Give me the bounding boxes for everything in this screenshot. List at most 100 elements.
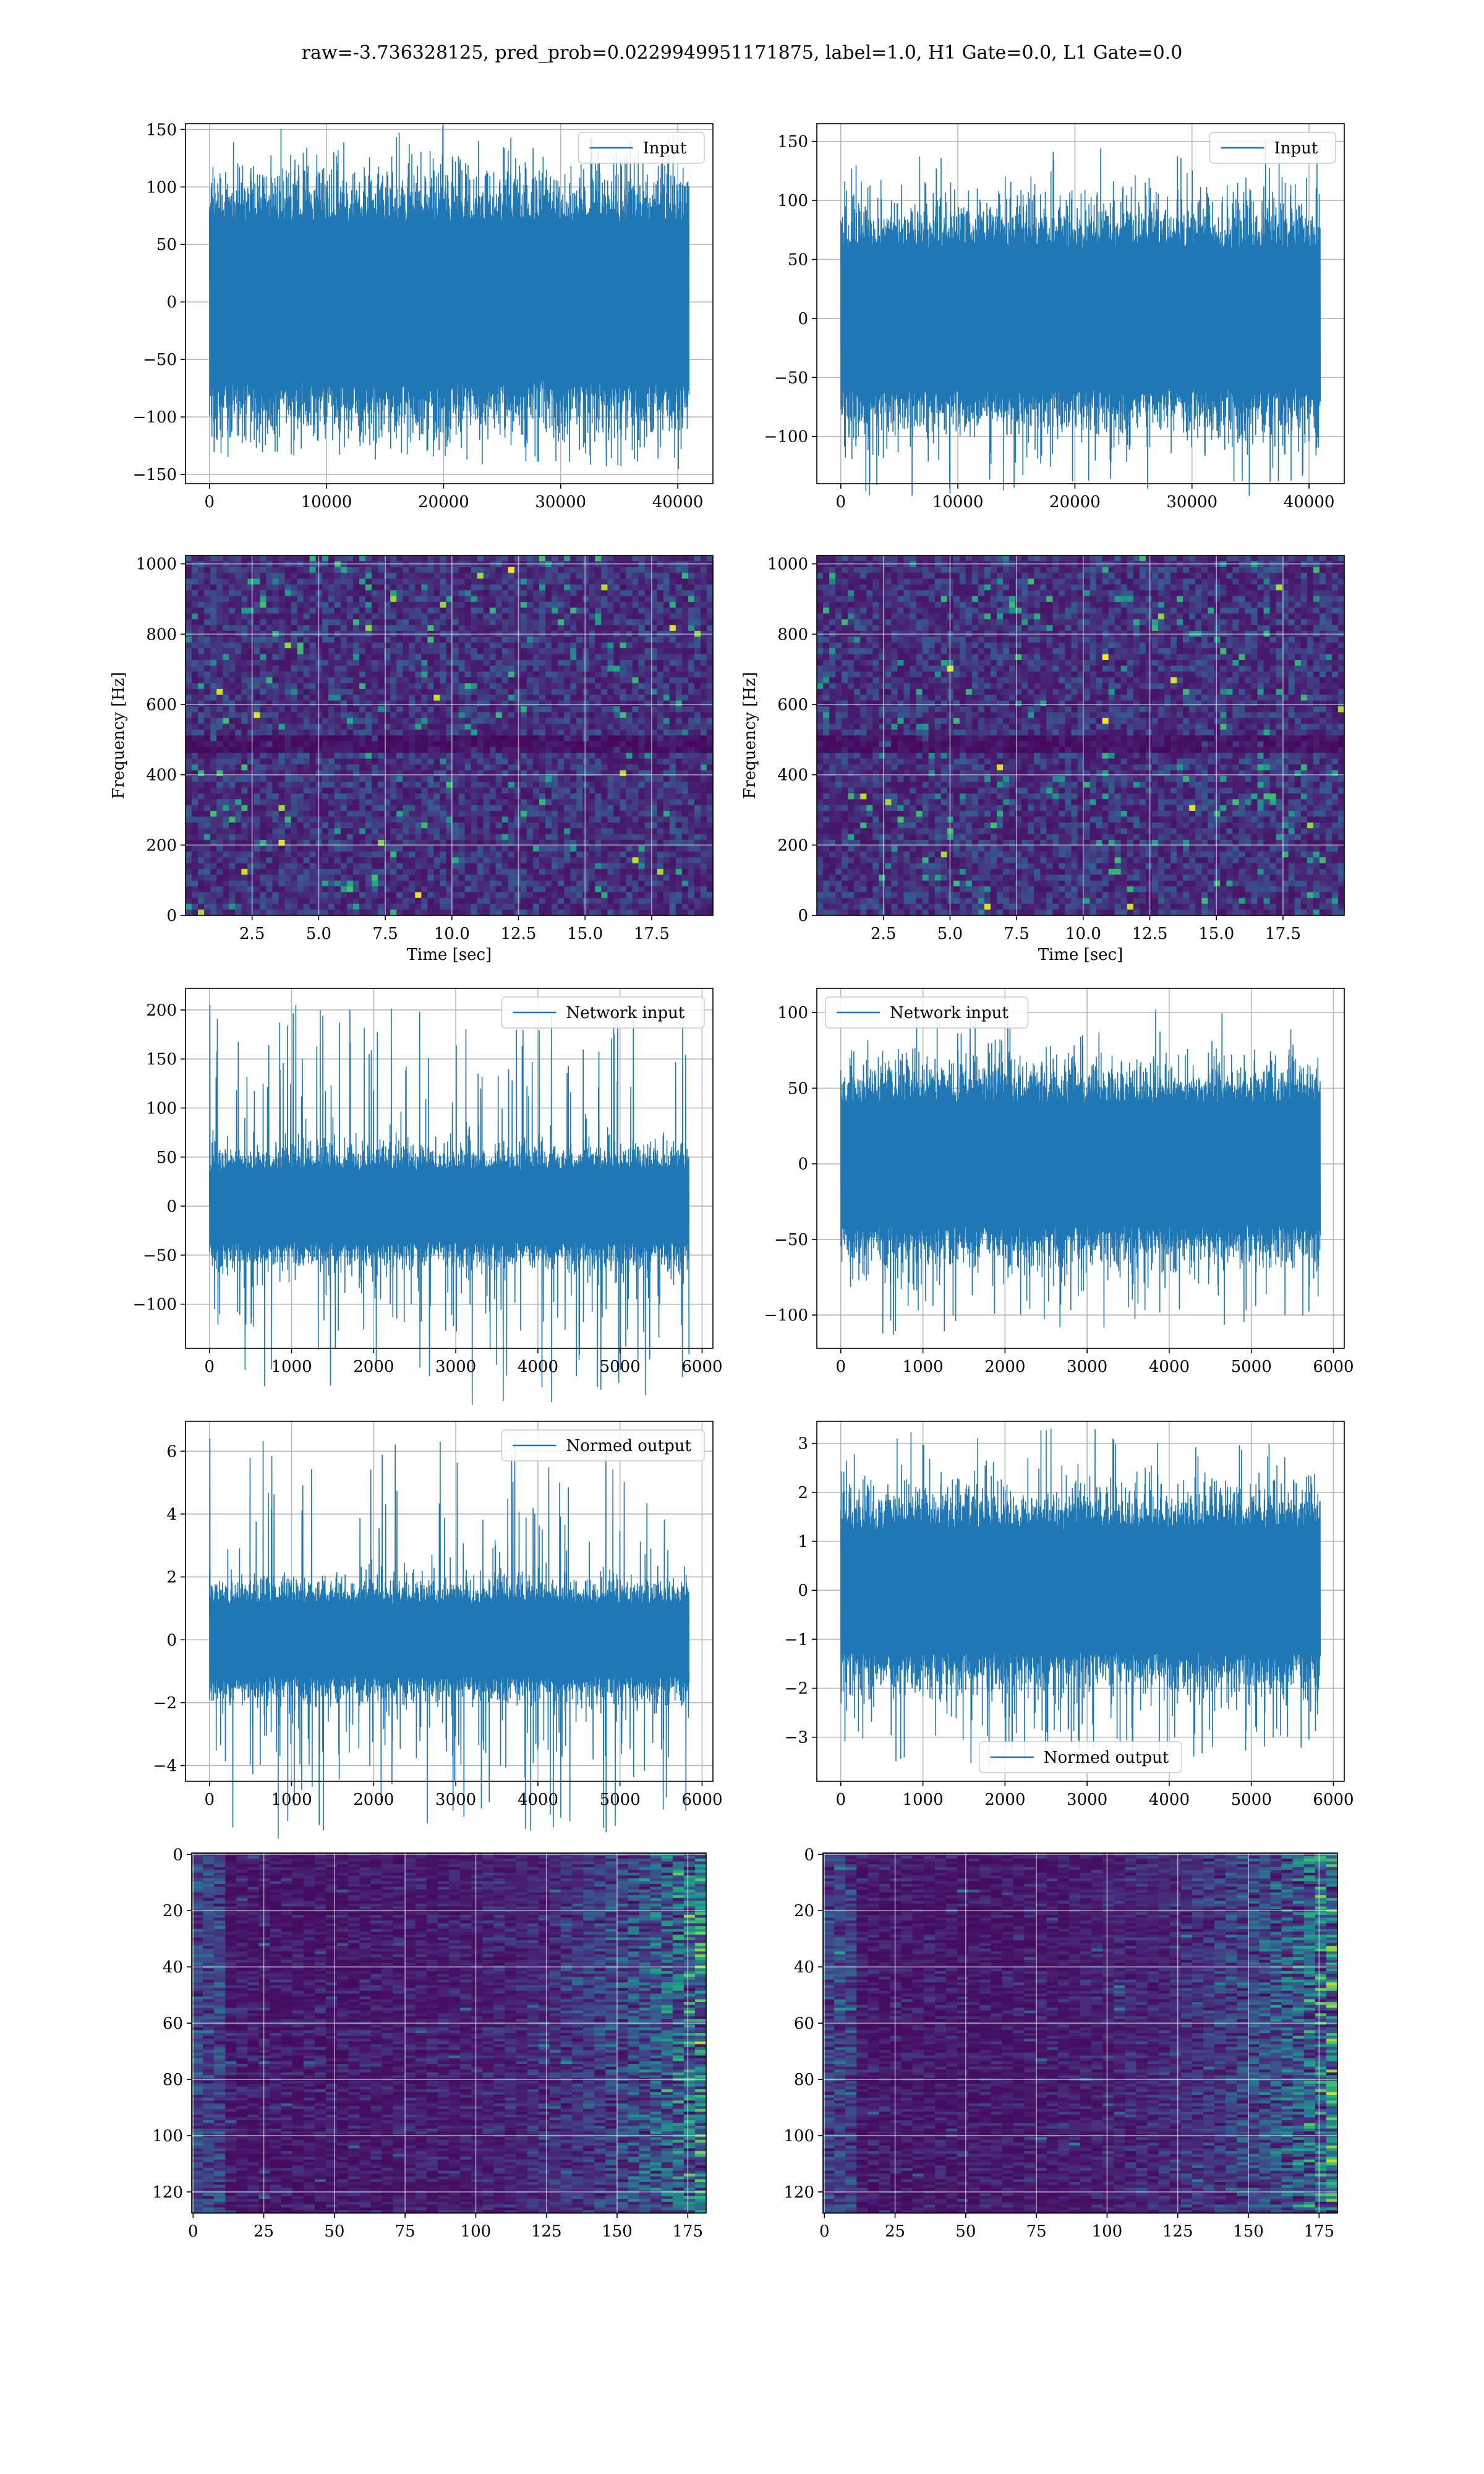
heat-cell xyxy=(595,683,602,690)
heat-cell xyxy=(613,706,621,713)
heat-cell xyxy=(607,857,615,864)
heat-cell xyxy=(564,671,571,678)
heat-cell xyxy=(532,706,540,713)
heat-cell xyxy=(359,625,366,631)
heat-cell xyxy=(223,602,229,609)
heat-cell xyxy=(204,811,211,818)
heat-cell xyxy=(514,602,521,609)
heat-cell xyxy=(663,688,670,695)
heat-cell xyxy=(681,828,689,835)
heat-cell xyxy=(328,845,335,852)
heat-cell xyxy=(669,712,676,719)
heat-cell xyxy=(303,875,310,881)
heat-cell xyxy=(520,793,527,800)
heat-cell xyxy=(452,828,459,835)
heat-cell xyxy=(650,717,658,724)
heat-cell xyxy=(601,839,608,846)
heat-cell xyxy=(254,741,261,748)
heat-cell xyxy=(266,857,273,864)
heat-cell xyxy=(309,741,317,748)
heat-cell xyxy=(532,677,540,684)
heat-cell xyxy=(440,695,447,701)
heat-cell xyxy=(657,834,664,841)
heat-cell xyxy=(340,625,348,631)
heat-cell xyxy=(266,717,273,724)
heat-cell xyxy=(372,770,378,777)
heat-cell xyxy=(359,868,366,875)
heat-cell xyxy=(514,764,521,771)
heat-cell xyxy=(552,695,558,701)
heat-cell xyxy=(266,602,273,609)
heat-cell xyxy=(595,747,602,753)
heat-cell xyxy=(520,735,527,742)
heat-cell xyxy=(297,787,304,794)
heat-cell xyxy=(210,799,217,806)
heat-cell xyxy=(595,741,602,748)
heat-cell xyxy=(477,724,484,730)
heat-cell xyxy=(607,793,615,800)
heat-cell xyxy=(471,735,478,742)
heat-cell xyxy=(403,596,409,602)
heat-cell xyxy=(303,834,310,841)
heat-cell xyxy=(514,688,521,695)
heat-cell xyxy=(284,625,292,631)
heat-cell xyxy=(607,758,615,765)
heat-cell xyxy=(396,747,403,753)
heat-cell xyxy=(458,816,466,823)
heat-cell xyxy=(272,573,279,580)
heat-cell xyxy=(216,578,223,585)
heat-cell xyxy=(309,880,317,887)
heat-cell xyxy=(675,607,683,614)
heat-cell xyxy=(657,747,664,753)
heat-cell xyxy=(297,706,304,713)
heat-cell xyxy=(403,770,409,777)
heat-cell xyxy=(241,793,248,800)
heat-cell xyxy=(601,863,608,870)
heat-cell xyxy=(558,875,565,881)
heat-cell xyxy=(495,863,503,870)
heat-cell xyxy=(204,688,211,695)
heat-cell xyxy=(278,642,286,649)
heat-cell xyxy=(669,619,676,626)
heat-cell xyxy=(595,834,602,841)
heat-cell xyxy=(235,828,242,835)
heat-cell xyxy=(576,787,583,794)
heat-cell xyxy=(483,729,490,736)
heat-cell xyxy=(278,747,286,753)
heat-cell xyxy=(483,573,490,580)
heat-cell xyxy=(526,799,534,806)
x-tick-label: 30000 xyxy=(1166,493,1217,511)
heat-cell xyxy=(216,724,223,730)
heat-cell xyxy=(558,717,565,724)
heat-cell xyxy=(365,567,372,573)
heat-cell xyxy=(198,613,205,620)
heat-cell xyxy=(235,712,242,719)
heat-cell xyxy=(501,886,509,893)
heat-cell xyxy=(694,776,701,782)
heat-cell xyxy=(501,654,509,661)
heat-cell xyxy=(198,607,205,614)
heat-cell xyxy=(489,590,497,597)
heat-cell xyxy=(247,677,254,684)
heat-cell xyxy=(291,659,298,666)
heat-cell xyxy=(284,793,292,800)
heat-cell xyxy=(204,729,211,736)
heat-cell xyxy=(284,799,292,806)
heat-cell xyxy=(291,875,298,881)
heat-cell xyxy=(564,596,571,602)
heat-cell xyxy=(582,747,589,753)
heat-cell xyxy=(409,636,416,643)
heat-cell xyxy=(595,735,602,742)
heat-cell xyxy=(501,799,509,806)
heat-cell xyxy=(706,596,714,602)
heat-cell xyxy=(352,868,360,875)
heat-cell xyxy=(260,578,267,585)
heat-cell xyxy=(440,578,447,585)
heat-cell xyxy=(632,805,639,811)
heat-cell xyxy=(415,573,422,580)
heat-cell xyxy=(346,724,354,730)
heat-cell xyxy=(681,706,689,713)
heat-cell xyxy=(427,717,435,724)
heat-cell xyxy=(340,695,348,701)
heat-cell xyxy=(192,642,198,649)
